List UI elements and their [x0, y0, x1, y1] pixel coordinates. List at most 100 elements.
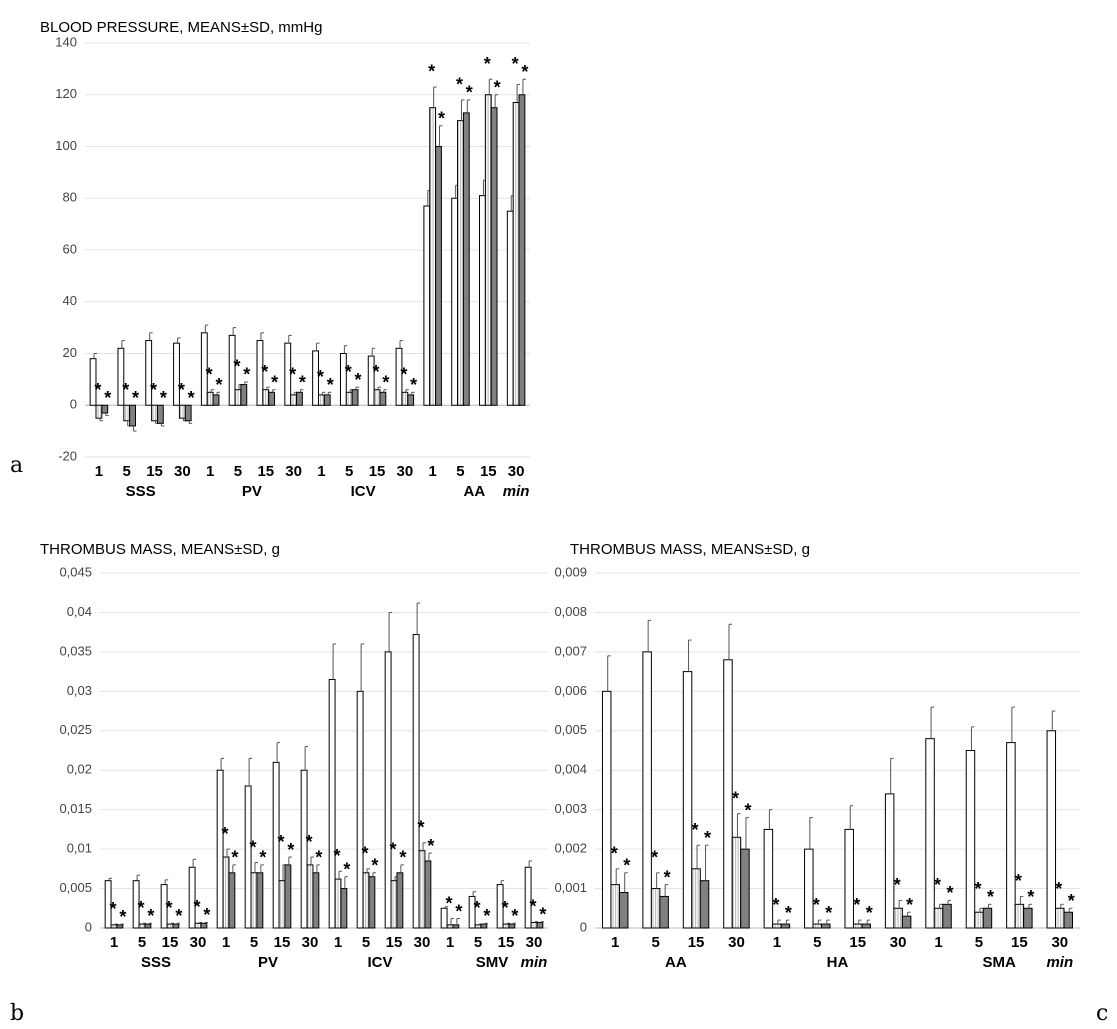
significance-marker: *	[825, 903, 832, 923]
bar	[306, 864, 314, 929]
bar	[642, 651, 652, 929]
x-tick-label: 1	[317, 463, 325, 480]
bar	[123, 404, 131, 422]
bar	[117, 347, 125, 406]
significance-marker: *	[494, 78, 501, 98]
y-tick-label: 0	[580, 919, 587, 934]
y-tick-label: 0,03	[67, 683, 92, 698]
significance-marker: *	[521, 62, 528, 82]
bar	[373, 389, 381, 406]
bar	[518, 94, 526, 406]
bar	[423, 205, 431, 406]
x-tick-label: 5	[474, 934, 482, 951]
significance-marker: *	[104, 388, 111, 408]
bar	[424, 860, 432, 929]
x-tick-label: 1	[428, 463, 436, 480]
bar	[362, 872, 370, 929]
x-tick-label: 1	[222, 934, 230, 951]
x-tick-label: 30	[1051, 934, 1068, 951]
bar	[852, 923, 863, 929]
bar	[974, 911, 984, 929]
bar	[691, 868, 701, 929]
bar	[328, 679, 336, 929]
x-tick-label: 1	[446, 934, 454, 951]
bar	[101, 404, 109, 414]
bar	[407, 394, 415, 406]
bar	[772, 923, 782, 929]
bar	[618, 892, 629, 929]
significance-marker: *	[512, 54, 519, 74]
bar	[317, 394, 325, 406]
bar	[89, 358, 97, 406]
bar	[262, 389, 270, 406]
significance-marker: *	[221, 824, 228, 844]
bar	[925, 738, 935, 929]
unit-label: min	[503, 483, 530, 500]
significance-marker: *	[400, 364, 407, 384]
bar	[368, 876, 376, 929]
bar	[272, 761, 280, 929]
significance-marker: *	[345, 362, 352, 382]
bar	[457, 120, 464, 406]
significance-marker: *	[484, 54, 491, 74]
bar	[367, 355, 375, 406]
bar	[861, 923, 871, 929]
x-tick-label: 5	[456, 463, 464, 480]
y-tick-label: 40	[63, 293, 77, 308]
x-tick-label: 5	[345, 463, 353, 480]
y-tick-label: 140	[55, 34, 77, 49]
bar	[1006, 742, 1016, 929]
group-label: PV	[242, 483, 262, 500]
group-label: SMA	[982, 954, 1016, 971]
significance-marker: *	[150, 380, 157, 400]
chart-title: THROMBUS MASS, MEANS±SD, g	[570, 541, 810, 558]
bar	[144, 923, 152, 929]
bar	[250, 872, 258, 929]
significance-marker: *	[231, 848, 238, 868]
bar	[844, 828, 854, 929]
bar	[512, 102, 520, 406]
bar	[95, 404, 103, 419]
bar	[184, 404, 192, 422]
bar	[893, 907, 903, 929]
significance-marker: *	[271, 372, 278, 392]
y-tick-label: 0,04	[67, 604, 92, 619]
y-tick-label: 0,025	[59, 722, 92, 737]
significance-marker: *	[813, 895, 820, 915]
bar	[1023, 907, 1033, 929]
significance-marker: *	[389, 840, 396, 860]
significance-marker: *	[343, 859, 350, 879]
significance-marker: *	[327, 375, 334, 395]
significance-marker: *	[147, 906, 154, 926]
significance-marker: *	[215, 375, 222, 395]
bar	[379, 391, 387, 406]
bar	[194, 922, 202, 929]
x-tick-label: 5	[234, 463, 242, 480]
bar	[412, 634, 420, 929]
panel-label: c	[1096, 1001, 1108, 1026]
bar	[395, 347, 403, 406]
significance-marker: *	[175, 906, 182, 926]
x-tick-label: 15	[1011, 934, 1028, 951]
x-tick-label: 15	[369, 463, 386, 480]
significance-marker: *	[243, 365, 250, 385]
bar	[173, 342, 180, 406]
significance-marker: *	[165, 898, 172, 918]
significance-marker: *	[987, 887, 994, 907]
bar	[145, 340, 153, 406]
chart-title: BLOOD PRESSURE, MEANS±SD, mmHg	[40, 19, 322, 36]
x-tick-label: 15	[257, 463, 274, 480]
significance-marker: *	[664, 867, 671, 887]
x-tick-label: 5	[123, 463, 131, 480]
bar	[484, 94, 492, 406]
y-tick-label: 80	[63, 190, 77, 205]
bar	[530, 921, 538, 929]
x-tick-label: 30	[190, 934, 207, 951]
y-tick-label: 0,008	[554, 604, 587, 619]
bar	[506, 210, 514, 406]
bar	[699, 880, 710, 929]
significance-marker: *	[1015, 871, 1022, 891]
x-tick-label: 30	[414, 934, 431, 951]
x-tick-label: 15	[498, 934, 515, 951]
